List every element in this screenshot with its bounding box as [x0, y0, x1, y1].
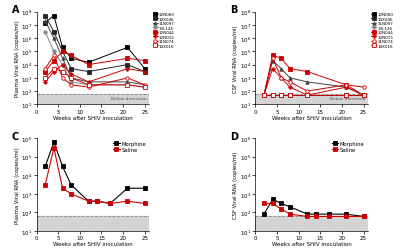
Morphine: [142, 187, 147, 190]
Morphine: [43, 165, 48, 168]
Saline: [288, 213, 292, 216]
Morphine: [262, 213, 266, 216]
Text: Below detection: Below detection: [111, 96, 147, 100]
Bar: [255, 95, 368, 105]
Saline: [52, 147, 56, 150]
X-axis label: Weeks after SHIV inoculation: Weeks after SHIV inoculation: [53, 241, 133, 246]
Morphine: [279, 202, 284, 205]
Saline: [125, 200, 130, 203]
Line: Morphine: Morphine: [44, 141, 146, 205]
Saline: [279, 208, 284, 211]
Morphine: [326, 213, 331, 216]
X-axis label: Weeks after SHIV inoculation: Weeks after SHIV inoculation: [272, 241, 352, 246]
Text: D: D: [230, 131, 238, 141]
Morphine: [361, 215, 366, 218]
Saline: [262, 202, 266, 205]
Morphine: [314, 213, 318, 216]
Morphine: [270, 198, 275, 201]
Y-axis label: Plasma Viral RNA (copies/ml): Plasma Viral RNA (copies/ml): [15, 21, 20, 97]
Legend: 12N060, 14X046, 11N097, 13L126, 12N044, 12N015, 11N074, 14X016: 12N060, 14X046, 11N097, 13L126, 12N044, …: [371, 13, 394, 49]
Morphine: [108, 202, 112, 205]
Saline: [43, 184, 48, 187]
Saline: [60, 187, 65, 190]
Saline: [361, 215, 366, 218]
Saline: [69, 193, 74, 196]
Morphine: [69, 184, 74, 187]
Morphine: [288, 205, 292, 208]
Bar: [36, 95, 149, 105]
Saline: [326, 215, 331, 218]
Line: Morphine: Morphine: [262, 198, 365, 218]
Legend: 12N060, 14X046, 11N097, 13L126, 12N044, 12N015, 11N074, 14X016: 12N060, 14X046, 11N097, 13L126, 12N044, …: [152, 13, 176, 49]
Legend: Morphine, Saline: Morphine, Saline: [113, 141, 146, 153]
Y-axis label: CSF Viral RNA (copies/ml): CSF Viral RNA (copies/ml): [234, 151, 238, 218]
Morphine: [60, 165, 65, 168]
Morphine: [95, 200, 100, 203]
Saline: [108, 202, 112, 205]
X-axis label: Weeks after SHIV inoculation: Weeks after SHIV inoculation: [272, 115, 352, 120]
Bar: [36, 217, 149, 231]
Saline: [142, 202, 147, 205]
Text: Below detection: Below detection: [330, 96, 366, 100]
Line: Saline: Saline: [44, 146, 146, 205]
Morphine: [86, 200, 91, 203]
Text: B: B: [230, 5, 238, 15]
Text: C: C: [12, 131, 19, 141]
Bar: [255, 217, 368, 231]
Saline: [95, 200, 100, 203]
Line: Saline: Saline: [262, 202, 365, 218]
Morphine: [344, 213, 349, 216]
Saline: [270, 202, 275, 205]
Y-axis label: CSF Viral RNA (copies/ml): CSF Viral RNA (copies/ml): [234, 25, 238, 92]
Text: A: A: [12, 5, 19, 15]
X-axis label: Weeks after SHIV inoculation: Weeks after SHIV inoculation: [53, 115, 133, 120]
Legend: Morphine, Saline: Morphine, Saline: [332, 141, 365, 153]
Morphine: [305, 213, 310, 216]
Saline: [305, 215, 310, 218]
Morphine: [52, 141, 56, 144]
Y-axis label: Plasma Viral RNA (copies/ml): Plasma Viral RNA (copies/ml): [15, 147, 20, 223]
Saline: [314, 215, 318, 218]
Saline: [344, 215, 349, 218]
Morphine: [125, 187, 130, 190]
Saline: [86, 200, 91, 203]
